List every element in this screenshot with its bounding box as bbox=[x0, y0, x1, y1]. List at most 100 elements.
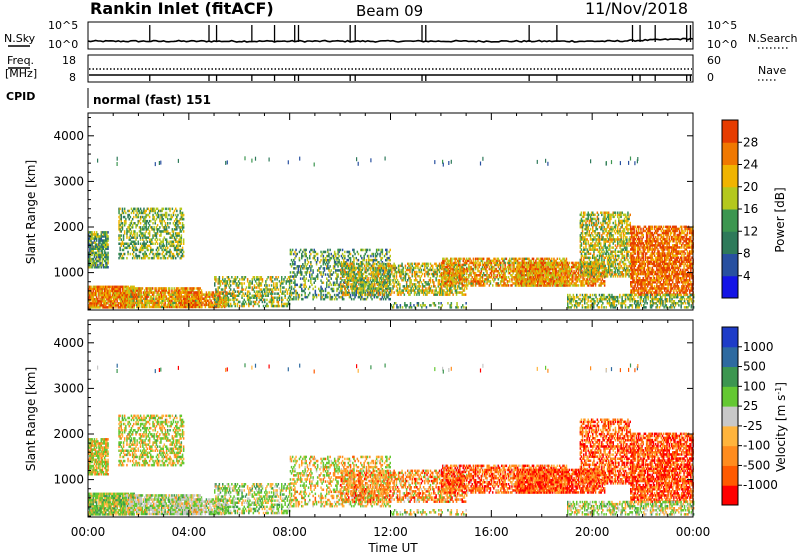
power-cell-2549 bbox=[281, 276, 283, 279]
power-cell-769 bbox=[130, 247, 132, 250]
power-cell-4519 bbox=[460, 258, 462, 261]
power-cell-2466 bbox=[269, 284, 271, 287]
power-cell-3673 bbox=[374, 263, 376, 266]
power-cell-2857 bbox=[324, 267, 326, 270]
power-cell-4336 bbox=[466, 287, 468, 290]
power-cell-1168 bbox=[167, 218, 169, 221]
freq-label-line2: [MHz] bbox=[5, 67, 37, 80]
power-cell-1008 bbox=[152, 243, 154, 246]
power-cell-4008 bbox=[421, 269, 423, 272]
power-cell-2812 bbox=[317, 257, 319, 260]
power-cell-2930 bbox=[333, 288, 335, 291]
power-cell-2143 bbox=[215, 276, 217, 279]
power-cell-2609 bbox=[291, 286, 293, 289]
power-cell-875 bbox=[140, 222, 142, 225]
power-cell-1140 bbox=[165, 222, 167, 225]
power-cell-2843 bbox=[323, 294, 325, 297]
power-cell-3583 bbox=[362, 269, 364, 272]
power-cell-2354 bbox=[250, 301, 252, 304]
power-cell-3396 bbox=[390, 259, 392, 262]
power-cell-2844 bbox=[323, 290, 325, 293]
power-cell-1162 bbox=[167, 247, 169, 250]
power-cell-3248 bbox=[373, 253, 375, 256]
power-cell-4876 bbox=[508, 284, 510, 287]
power-cell-1328 bbox=[183, 255, 185, 257]
power-cell-1167 bbox=[167, 222, 169, 225]
power-cell-3297 bbox=[378, 249, 380, 252]
noise-left-tick-bottom: 10^0 bbox=[48, 38, 78, 51]
freq-right-tick-bottom: 0 bbox=[707, 71, 714, 84]
power-cell-4870 bbox=[506, 258, 508, 261]
power-cell-3730 bbox=[383, 293, 385, 296]
station-title: Rankin Inlet (fitACF) bbox=[90, 0, 274, 18]
power-cell-2551 bbox=[282, 299, 284, 302]
power-cell-2324 bbox=[245, 276, 247, 279]
power-cell-709 bbox=[122, 222, 124, 225]
power-cell-2795 bbox=[315, 286, 317, 289]
cpid-mode: normal (fast) 151 bbox=[93, 93, 211, 107]
power-cell-2458 bbox=[267, 305, 269, 308]
power-cell-848 bbox=[138, 241, 140, 244]
power-cell-4743 bbox=[490, 280, 492, 283]
power-cell-3112 bbox=[354, 253, 356, 256]
power-cell-810 bbox=[133, 216, 135, 219]
power-cell-2782 bbox=[312, 269, 314, 272]
power-cell-2325 bbox=[246, 303, 248, 306]
power-cell-2813 bbox=[317, 253, 319, 256]
date-title: 11/Nov/2018 bbox=[585, 0, 688, 18]
power-cell-3669 bbox=[374, 283, 376, 286]
power-cell-2150 bbox=[217, 297, 219, 300]
power-cell-1158 bbox=[166, 212, 168, 215]
power-cell-1007 bbox=[152, 249, 154, 252]
power-cell-2530 bbox=[279, 305, 281, 308]
power-cell-2586 bbox=[289, 299, 291, 302]
power-cell-1079 bbox=[159, 226, 161, 229]
power-cell-2891 bbox=[327, 249, 329, 252]
power-cell-4612 bbox=[473, 258, 475, 261]
power-cell-2910 bbox=[329, 265, 331, 268]
power-cell-3806 bbox=[393, 291, 395, 294]
power-cell-3620 bbox=[367, 277, 369, 280]
power-cell-4719 bbox=[486, 270, 488, 273]
power-cell-2318 bbox=[244, 282, 246, 285]
power-cell-3781 bbox=[389, 275, 391, 278]
power-cell-3133 bbox=[358, 253, 360, 256]
power-cell-2451 bbox=[266, 299, 268, 302]
noise-sky-label: N.Sky bbox=[4, 32, 36, 45]
power-cell-2918 bbox=[331, 277, 333, 280]
power-cell-3943 bbox=[412, 263, 414, 266]
power-cell-2456 bbox=[266, 284, 268, 287]
power-cell-2521 bbox=[276, 282, 278, 285]
freq-panel: Freq. [MHz] 18 8 60 0 Nave bbox=[5, 54, 786, 84]
power-cell-3332 bbox=[382, 249, 384, 252]
power-cell-1232 bbox=[175, 257, 177, 260]
power-cell-3466 bbox=[348, 293, 350, 296]
power-cell-1336 bbox=[183, 218, 185, 221]
power-cell-956 bbox=[147, 241, 149, 244]
power-cell-3078 bbox=[350, 257, 352, 260]
power-cell-3976 bbox=[416, 271, 418, 274]
power-cell-2400 bbox=[258, 305, 260, 308]
power-cell-2291 bbox=[239, 301, 241, 304]
power-cell-3000 bbox=[340, 249, 342, 252]
power-cell-2433 bbox=[263, 305, 265, 308]
power-cell-4084 bbox=[432, 289, 434, 292]
power-cell-3286 bbox=[377, 253, 379, 256]
power-cell-2753 bbox=[309, 292, 311, 295]
power-cell-2564 bbox=[284, 295, 286, 298]
power-cell-727 bbox=[124, 230, 126, 233]
power-cell-3998 bbox=[420, 285, 422, 288]
power-cell-2163 bbox=[219, 276, 221, 279]
power-cell-2566 bbox=[284, 276, 286, 279]
power-cell-3538 bbox=[356, 263, 358, 266]
power-cell-2505 bbox=[274, 292, 276, 295]
power-cell-1054 bbox=[157, 243, 159, 246]
power-cell-2262 bbox=[235, 303, 237, 306]
power-cell-1184 bbox=[169, 222, 171, 225]
power-cell-1295 bbox=[180, 222, 182, 225]
power-cell-1261 bbox=[176, 210, 178, 213]
power-cell-2845 bbox=[323, 282, 325, 285]
power-cell-2243 bbox=[231, 276, 233, 279]
power-cell-3104 bbox=[353, 249, 355, 252]
power-cell-4443 bbox=[451, 258, 453, 261]
